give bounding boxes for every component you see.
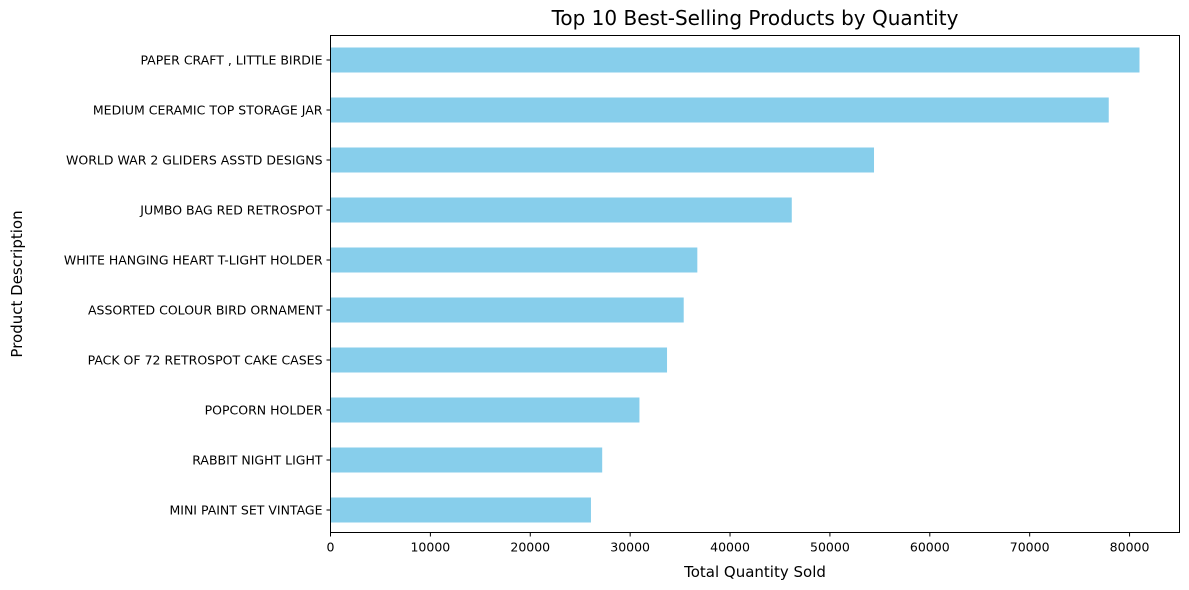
x-tick-label: 20000 [510,540,550,555]
plot-area-frame [330,35,1180,533]
x-axis-title: Total Quantity Sold [683,563,826,581]
y-tick-label: JUMBO BAG RED RETROSPOT [139,203,323,218]
y-axis-ticks: PAPER CRAFT , LITTLE BIRDIE MEDIUM CERAMI… [64,53,331,518]
x-axis-ticks: 0 10000 20000 30000 40000 50000 60000 70000 8000… [327,532,1150,555]
y-axis-title: Product Description [8,210,26,357]
bar [330,397,640,423]
bar [330,147,875,173]
x-tick-label: 60000 [910,540,950,555]
bar [330,47,1140,73]
bar [330,447,603,473]
bars-group [330,47,1140,523]
x-tick-label: 50000 [810,540,850,555]
y-tick-label: RABBIT NIGHT LIGHT [192,453,323,468]
bar [330,347,668,373]
x-tick-label: 0 [327,540,335,555]
bar [330,497,591,523]
y-tick-label: MINI PAINT SET VINTAGE [169,503,322,518]
bar [330,247,698,273]
y-tick-label: PACK OF 72 RETROSPOT CAKE CASES [88,353,323,368]
y-tick-label: PAPER CRAFT , LITTLE BIRDIE [140,53,322,68]
y-tick-label: ASSORTED COLOUR BIRD ORNAMENT [88,303,323,318]
chart-title: Top 10 Best-Selling Products by Quantity [551,6,959,30]
x-tick-label: 80000 [1110,540,1150,555]
bar [330,297,684,323]
y-tick-label: WORLD WAR 2 GLIDERS ASSTD DESIGNS [66,153,323,168]
x-tick-label: 70000 [1010,540,1050,555]
x-tick-label: 10000 [410,540,450,555]
bar [330,97,1109,123]
bar [330,197,792,223]
x-tick-label: 40000 [710,540,750,555]
y-tick-label: WHITE HANGING HEART T-LIGHT HOLDER [64,253,323,268]
y-tick-label: POPCORN HOLDER [205,403,323,418]
x-tick-label: 30000 [610,540,650,555]
y-tick-label: MEDIUM CERAMIC TOP STORAGE JAR [93,103,323,118]
